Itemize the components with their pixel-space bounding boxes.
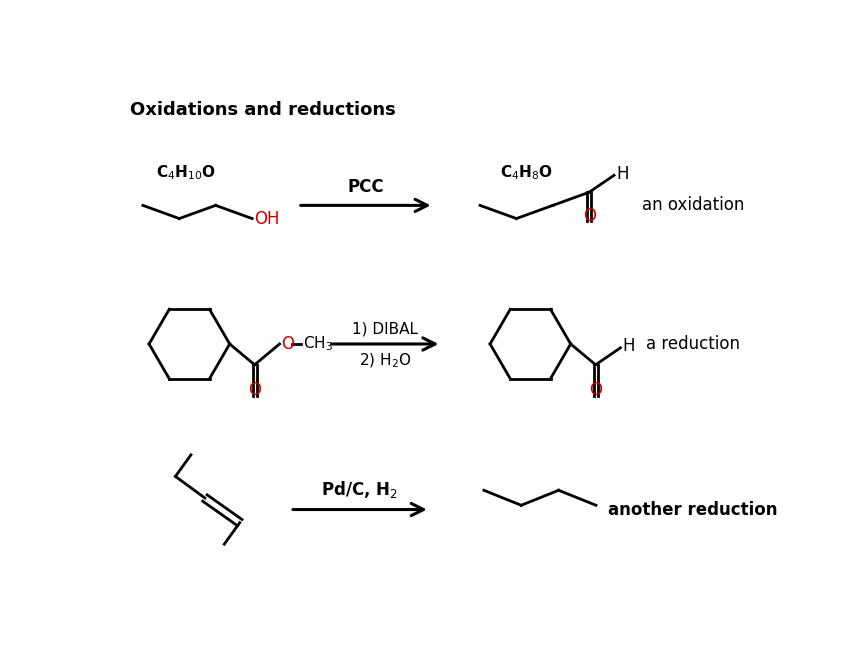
- Text: PCC: PCC: [347, 178, 384, 196]
- Text: an oxidation: an oxidation: [642, 196, 744, 214]
- Text: H: H: [616, 165, 629, 183]
- Text: another reduction: another reduction: [608, 501, 778, 519]
- Text: CH$_3$: CH$_3$: [302, 335, 333, 353]
- Text: C$_4$H$_{10}$O: C$_4$H$_{10}$O: [156, 163, 215, 181]
- Text: 1) DIBAL: 1) DIBAL: [352, 321, 418, 336]
- Text: 2) H$_2$O: 2) H$_2$O: [359, 351, 411, 370]
- Text: Oxidations and reductions: Oxidations and reductions: [130, 101, 396, 120]
- Text: OH: OH: [254, 210, 280, 228]
- Text: O: O: [281, 335, 294, 353]
- Text: H: H: [623, 337, 635, 355]
- Text: a reduction: a reduction: [646, 335, 740, 353]
- Text: O: O: [582, 206, 596, 224]
- Text: O: O: [248, 380, 261, 398]
- Text: C$_4$H$_8$O: C$_4$H$_8$O: [500, 163, 553, 181]
- Text: O: O: [589, 380, 602, 398]
- Text: Pd/C, H$_2$: Pd/C, H$_2$: [321, 479, 398, 500]
